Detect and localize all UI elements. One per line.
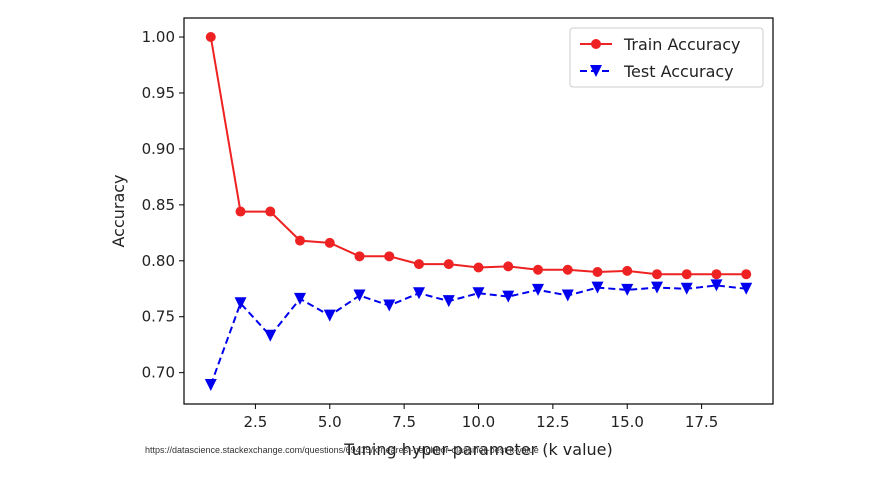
test-point: [650, 281, 663, 294]
train-point: [562, 264, 573, 275]
train-point: [711, 269, 722, 280]
x-tick-label: 7.5: [392, 413, 416, 431]
test-point: [234, 297, 247, 310]
source-caption: https://datascience.stackexchange.com/qu…: [145, 445, 539, 455]
series-line-test: [209, 284, 747, 386]
x-tick-label: 5.0: [318, 413, 342, 431]
legend: Train Accuracy Test Accuracy: [569, 27, 764, 88]
train-point: [473, 262, 484, 273]
legend-box: [569, 27, 764, 88]
legend-label: Test Accuracy: [623, 62, 734, 81]
test-point: [740, 282, 753, 295]
test-point: [323, 309, 336, 322]
y-axis-label: Accuracy: [109, 174, 128, 247]
train-point: [265, 206, 276, 217]
legend-label: Train Accuracy: [623, 35, 741, 54]
test-point: [561, 289, 574, 302]
train-point: [414, 259, 425, 270]
train-point: [443, 259, 454, 270]
test-point: [294, 292, 307, 305]
y-tick-label: 0.70: [142, 364, 175, 382]
x-tick-label: 12.5: [536, 413, 569, 431]
test-point: [710, 279, 723, 292]
train-point: [384, 251, 395, 262]
y-tick-label: 0.75: [142, 308, 175, 326]
test-point: [621, 283, 634, 296]
legend-marker: [591, 39, 601, 49]
train-point: [324, 237, 335, 248]
y-tick-label: 0.95: [142, 84, 175, 102]
test-point: [680, 282, 693, 295]
train-point: [235, 206, 246, 217]
test-point: [383, 299, 396, 312]
test-point: [353, 289, 366, 302]
train-point: [741, 269, 752, 280]
legend-marker: [590, 65, 602, 77]
x-tick-label: 17.5: [685, 413, 718, 431]
train-point: [354, 251, 365, 262]
train-point: [592, 266, 603, 277]
y-tick-label: 0.85: [142, 196, 175, 214]
x-tick-label: 10.0: [462, 413, 495, 431]
x-axis-label: Tuning hyper-parameter (k value): [343, 440, 612, 459]
test-point: [264, 329, 277, 342]
train-point: [681, 269, 692, 280]
y-tick-label: 0.90: [142, 140, 175, 158]
test-point: [442, 295, 455, 308]
test-point: [502, 290, 515, 303]
test-point: [531, 283, 544, 296]
test-point: [413, 287, 426, 300]
test-point: [204, 378, 217, 391]
test-point: [472, 287, 485, 300]
train-point: [295, 235, 306, 246]
x-tick-label: 15.0: [611, 413, 644, 431]
y-tick-label: 0.80: [142, 252, 175, 270]
test-point: [591, 281, 604, 294]
train-point: [532, 264, 543, 275]
train-point: [622, 265, 633, 276]
train-point: [651, 269, 662, 280]
x-tick-label: 2.5: [243, 413, 267, 431]
train-point: [205, 32, 216, 43]
train-point: [503, 261, 514, 272]
y-tick-label: 1.00: [142, 28, 175, 46]
